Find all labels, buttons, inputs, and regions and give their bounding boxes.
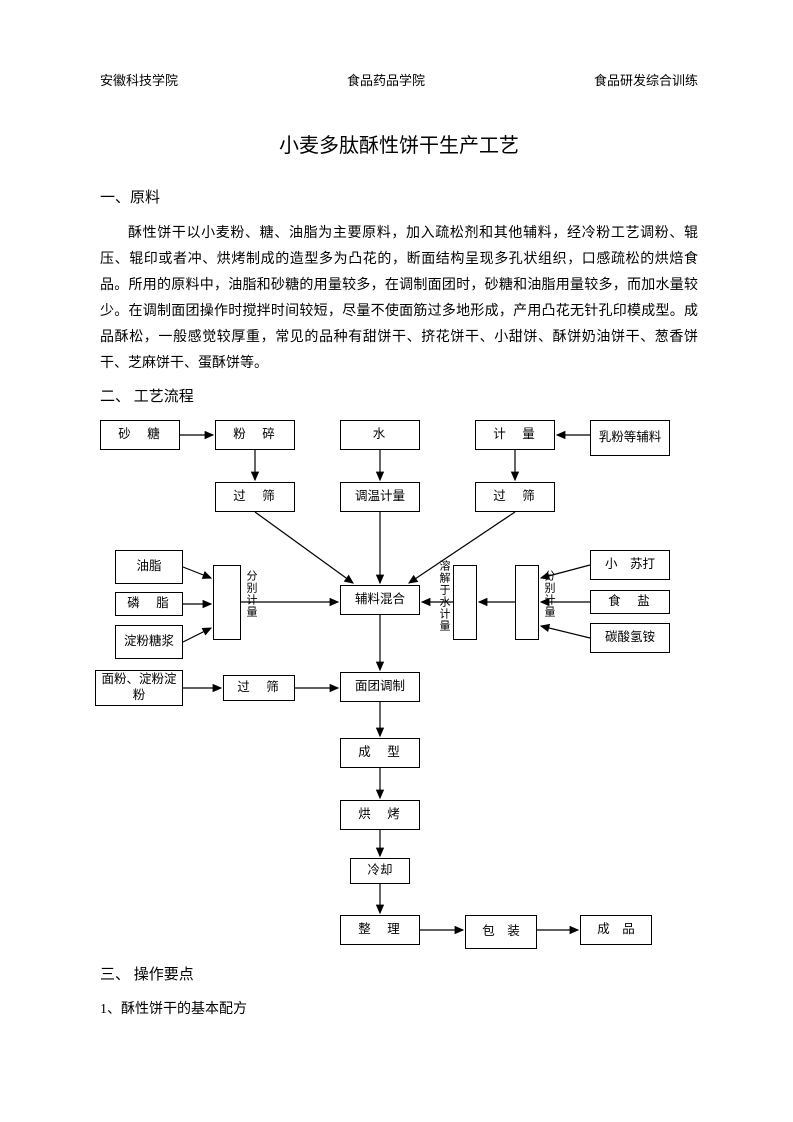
node-hongkao: 烘 烤 [340,800,420,830]
process-flowchart: 砂 糖 粉 碎 水 计 量 乳粉等辅料 过 筛 调温计量 过 筛 油脂 磷 脂 … [95,420,695,955]
section-1-body: 酥性饼干以小麦粉、糖、油脂为主要原料，加入疏松剂和其他辅料，经冷粉工艺调粉、辊压… [100,221,698,377]
node-fuliaohunhe: 辅料混合 [340,585,420,615]
section-3-heading: 三、 操作要点 [100,963,698,984]
label-left-vertical: 分别计量 [243,570,259,618]
node-collector-right [515,565,539,640]
header-left: 安徽科技学院 [100,70,178,89]
header-right: 食品研发综合训练 [594,70,698,89]
node-tiaowen: 调温计量 [340,482,420,512]
node-guoshai-1: 过 筛 [215,482,295,512]
node-mianfen: 面粉、淀粉淀粉 [95,670,183,706]
node-youzhi: 油脂 [115,550,183,584]
section-1-heading: 一、原料 [100,186,698,207]
node-guoshai-2: 过 筛 [475,482,555,512]
page-header: 安徽科技学院 食品药品学院 食品研发综合训练 [100,70,698,89]
node-collector-left [213,565,241,640]
node-shui: 水 [340,420,420,450]
section-3-item-1: 1、酥性饼干的基本配方 [100,998,698,1018]
node-dianfentang: 淀粉糖浆 [115,625,183,659]
node-lengque: 冷却 [350,858,410,884]
node-guoshai-3: 过 筛 [223,675,295,701]
node-zhengli: 整 理 [340,915,420,945]
label-mid-vertical: 溶解于水计量 [436,560,452,632]
node-chengxing: 成 型 [340,738,420,768]
node-shiyan: 食 盐 [590,590,670,614]
node-chengpin: 成 品 [580,915,652,945]
node-tansuan: 碳酸氢铵 [590,623,670,653]
node-fensui: 粉 碎 [215,420,295,450]
node-collector-mid [453,565,477,640]
header-center: 食品药品学院 [347,70,425,89]
node-xiaosuda: 小 苏打 [590,550,670,580]
label-right-vertical: 分别计量 [541,570,557,618]
node-shatang: 砂 糖 [100,420,180,450]
node-miantuan: 面团调制 [340,672,420,702]
node-baozhuang: 包 装 [465,915,537,949]
node-linzhi: 磷 脂 [115,592,183,616]
node-jiliang: 计 量 [475,420,555,450]
node-rufen: 乳粉等辅料 [590,420,670,456]
document-title: 小麦多肽酥性饼干生产工艺 [100,129,698,158]
section-2-heading: 二、 工艺流程 [100,385,698,406]
